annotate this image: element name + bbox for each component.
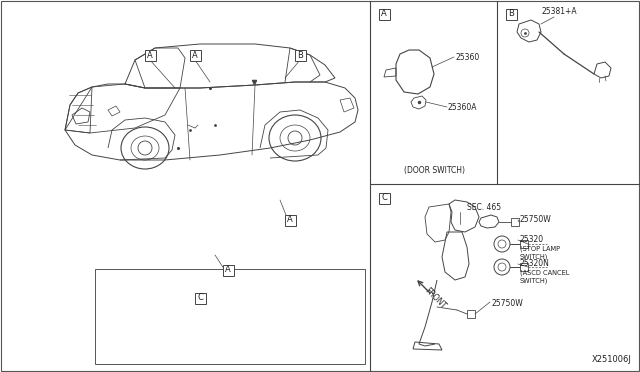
Bar [223,264,234,276]
Text: (DOOR SWITCH): (DOOR SWITCH) [403,166,465,174]
Text: 25750W: 25750W [492,299,524,308]
Text: SWITCH): SWITCH) [520,254,548,260]
Text: C: C [197,294,203,302]
Text: (STOP LAMP: (STOP LAMP [520,246,560,252]
Text: (SW SUNROOF): (SW SUNROOF) [133,350,191,359]
Text: B: B [508,10,514,19]
Text: A: A [287,215,293,224]
Text: A: A [225,266,231,275]
Text: 25320: 25320 [520,235,544,244]
Text: 25320N: 25320N [520,260,550,269]
Text: (SW AUTO TRANS): (SW AUTO TRANS) [267,350,337,359]
Text: A: A [147,51,153,60]
Bar [275,284,350,336]
Bar [189,49,200,61]
Bar [95,269,365,364]
Bar [378,192,390,203]
Bar [195,292,205,304]
Text: 25549: 25549 [233,299,257,308]
Text: SEC. 465: SEC. 465 [467,203,501,212]
Text: 25190: 25190 [154,294,178,302]
Text: (ASCD CANCEL: (ASCD CANCEL [520,270,570,276]
Text: A: A [381,10,387,19]
Text: SWITCH): SWITCH) [520,278,548,284]
Bar [294,49,305,61]
Text: 25750W: 25750W [520,215,552,224]
Bar [378,9,390,19]
Text: 25360A: 25360A [448,103,477,112]
Text: A: A [192,51,198,60]
Text: B: B [297,51,303,60]
Text: FRONT: FRONT [422,286,447,310]
Text: 25360: 25360 [455,52,479,61]
Text: X251006J: X251006J [592,355,632,364]
Bar [145,49,156,61]
Bar [285,215,296,225]
Bar [506,9,516,19]
Text: C: C [381,193,387,202]
Text: 25381+A: 25381+A [541,7,577,16]
